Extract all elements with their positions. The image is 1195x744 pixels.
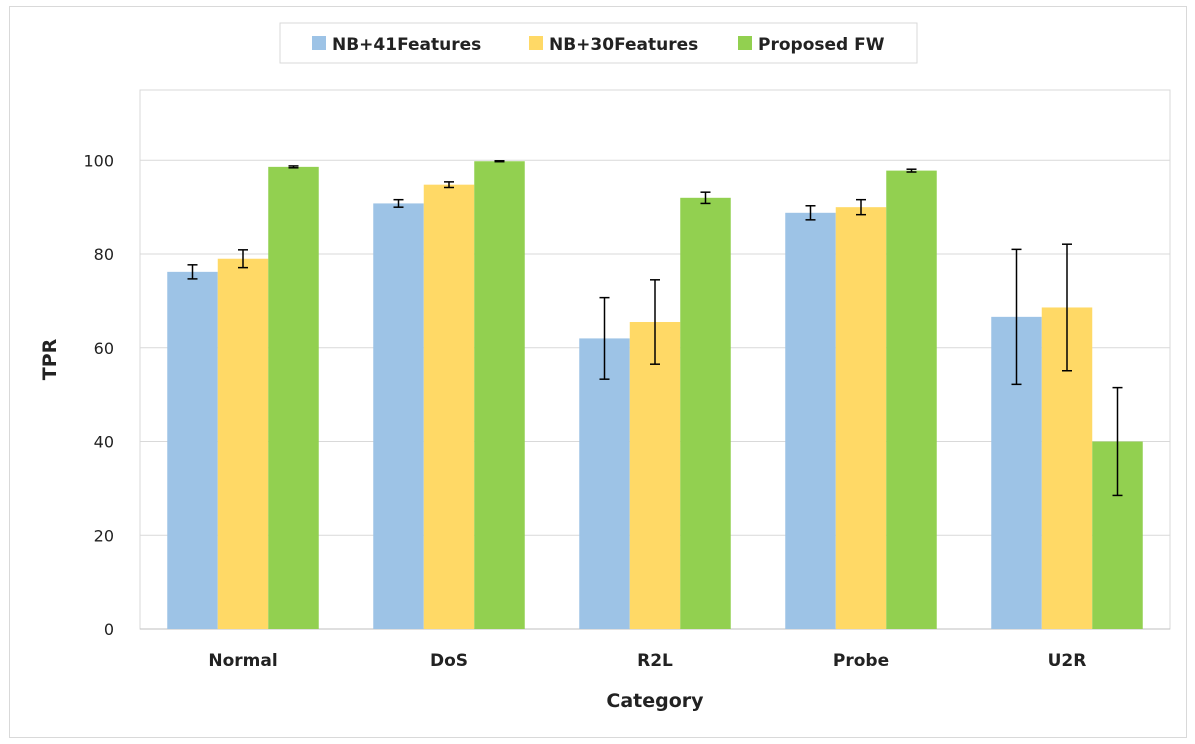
legend-swatch (738, 36, 752, 50)
error-bar-nb-41features-probe (805, 205, 816, 221)
bar-nb-30features-probe (835, 207, 887, 629)
tpr-bar-chart: NB+41Features NB+30Features Proposed FW 0 2… (39, 22, 1171, 712)
legend-frame (279, 22, 918, 64)
y-tick-label: 40 (94, 433, 114, 452)
error-bar-nb-41features-r2l (599, 296, 610, 380)
error-bar-nb-41features-dos (393, 198, 404, 208)
y-tick-label: 60 (94, 339, 114, 358)
bar-nb-30features-dos (423, 184, 475, 630)
y-axis-ticks: 0 20 40 60 80 100 (83, 151, 114, 639)
x-tick-label-u2r: U2R (1048, 651, 1087, 671)
error-bar-nb-30features-dos (444, 181, 454, 189)
x-tick-label-r2l: R2L (637, 651, 673, 671)
error-bar-nb-30features-probe (856, 198, 866, 216)
legend-label: NB+41Features (332, 35, 481, 55)
bar-nb-41features-dos (373, 203, 424, 629)
error-bar-proposed-fw-normal (288, 165, 299, 169)
bar-nb-41features-probe (785, 212, 836, 629)
y-tick-label: 20 (94, 526, 114, 545)
legend: NB+41Features NB+30Features Proposed FW (279, 22, 918, 64)
error-bar-nb-30features-u2r (1062, 243, 1072, 372)
chart-frame: NB+41Features NB+30Features Proposed FW 0 2… (9, 6, 1187, 738)
legend-entry-proposed-fw: Proposed FW (738, 35, 885, 55)
error-bar-nb-41features-normal (187, 264, 198, 280)
x-axis-title: Category (606, 690, 704, 712)
legend-entry-nb-30features: NB+30Features (529, 35, 698, 55)
legend-swatch (312, 36, 326, 50)
error-bar-nb-30features-normal (238, 249, 248, 269)
bar-nb-30features-normal (217, 258, 269, 629)
error-bars (187, 160, 1123, 497)
bar-nb-41features-r2l (579, 338, 630, 629)
error-bar-nb-30features-r2l (650, 279, 660, 365)
bar-nb-41features-normal (167, 271, 218, 629)
error-bar-proposed-fw-u2r (1112, 386, 1123, 497)
error-bar-proposed-fw-r2l (700, 191, 711, 205)
x-tick-label-probe: Probe (833, 651, 889, 671)
y-tick-label: 0 (104, 620, 114, 639)
bar-proposed-fw-normal (268, 166, 319, 629)
legend-label: NB+30Features (549, 35, 698, 55)
error-bar-nb-41features-u2r (1011, 248, 1022, 386)
y-axis-title: TPR (39, 338, 61, 380)
bar-nb-30features-r2l (629, 322, 681, 629)
error-bar-proposed-fw-dos (494, 160, 505, 163)
legend-label: Proposed FW (758, 35, 885, 55)
x-tick-label-normal: Normal (208, 651, 277, 671)
y-tick-label: 80 (94, 245, 114, 264)
error-bar-proposed-fw-probe (906, 168, 917, 173)
bars (167, 161, 1143, 630)
legend-swatch (529, 36, 543, 50)
bar-proposed-fw-dos (474, 161, 525, 629)
bar-proposed-fw-r2l (680, 197, 731, 630)
y-tick-label: 100 (83, 151, 114, 170)
bar-proposed-fw-probe (886, 170, 937, 629)
legend-entry-nb-41features: NB+41Features (312, 35, 481, 55)
x-tick-label-dos: DoS (430, 651, 468, 671)
x-axis-ticks: Normal DoS R2L Probe U2R (208, 651, 1086, 671)
